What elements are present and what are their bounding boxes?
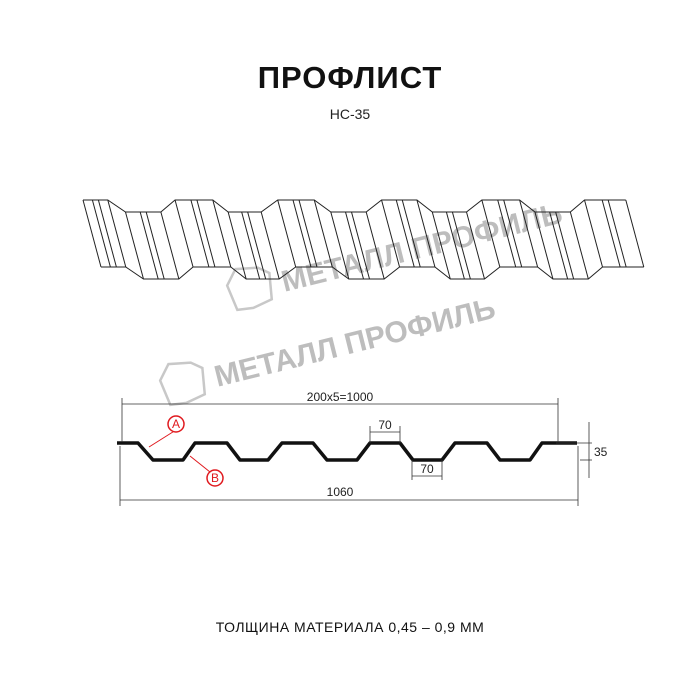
sheet-rib-line	[549, 211, 569, 280]
sheet-fold-line	[466, 211, 485, 280]
dim-bottom-width: 70	[420, 462, 434, 476]
sheet-fold-line	[519, 199, 539, 268]
callout-label-b: B	[211, 471, 219, 485]
sheet-fold-line	[330, 211, 350, 280]
material-thickness: ТОЛЩИНА МАТЕРИАЛА 0,45 – 0,9 ММ	[215, 619, 485, 635]
dim-top-width: 70	[378, 418, 392, 432]
sheet-rib-line	[241, 211, 261, 280]
sheet-fold-line	[82, 199, 102, 268]
sheet-rib-line	[196, 199, 216, 268]
callout-b: B	[189, 455, 224, 487]
sheet-rib-line	[451, 211, 471, 280]
model-subtitle: НС-35	[329, 106, 371, 122]
sheet-fold-line	[174, 199, 194, 268]
dim-height: 35	[594, 445, 608, 459]
sheet-back-edge	[83, 199, 626, 213]
sheet-fold-line	[107, 199, 127, 268]
sheet-fold-line	[584, 199, 603, 268]
sheet-rib-line	[497, 199, 517, 268]
sheet-fold-line	[124, 211, 144, 280]
sheet-fold-line	[569, 211, 589, 280]
sheet-fold-line	[431, 211, 451, 280]
dim-cover-width: 200x5=1000	[307, 390, 374, 404]
sheet-fold-line	[534, 211, 554, 280]
sheet-rib-line	[395, 199, 415, 268]
watermark-logo-icon	[158, 361, 207, 407]
sheet-fold-line	[160, 211, 180, 280]
sheet-rib-line	[445, 211, 465, 280]
profile-section-line	[117, 441, 577, 462]
sheet-fold-line	[260, 211, 280, 280]
sheet-rib-line	[607, 199, 627, 268]
callout-circle	[167, 415, 185, 433]
dim-total-width: 1060	[327, 485, 354, 499]
sheet-rib-line	[298, 199, 318, 268]
sheet-rib-line	[555, 211, 575, 280]
sheet-rib-line	[345, 211, 364, 280]
sheet-fold-line	[212, 199, 232, 268]
sheet-rib-line	[97, 199, 117, 268]
sheet-rib-line	[247, 211, 267, 280]
sheet-rib-line	[503, 199, 523, 268]
sheet-fold-line	[625, 199, 645, 268]
sheet-rib-line	[601, 199, 621, 268]
sheet-fold-line	[481, 199, 501, 268]
sheet-rib-line	[190, 199, 210, 268]
callout-circle	[206, 469, 224, 487]
sheet-rib-line	[91, 199, 111, 268]
cross-section: 200x5=1000 1060 70 70 35 A B	[117, 390, 608, 506]
sheet-fold-line	[227, 211, 247, 280]
callout-leader-line	[148, 429, 177, 448]
callout-a: A	[148, 415, 185, 448]
sheet-fold-line	[365, 211, 385, 280]
sheet-fold-line	[381, 199, 401, 268]
sheet-fold-line	[313, 199, 333, 268]
sheet-front-edge	[101, 266, 644, 280]
page-title: ПРОФЛИСТ	[257, 60, 443, 95]
sheet-rib-line	[401, 199, 421, 268]
sheet-rib-line	[292, 199, 312, 268]
sheet-rib-line	[139, 211, 159, 280]
watermark-logo-icon	[225, 266, 274, 312]
isometric-sheet-view	[82, 199, 645, 280]
callout-leader-line	[189, 455, 211, 473]
callout-label-a: A	[172, 417, 180, 431]
sheet-fold-line	[416, 199, 436, 268]
sheet-fold-line	[277, 199, 297, 268]
sheet-rib-line	[351, 211, 370, 280]
sheet-rib-line	[145, 211, 165, 280]
